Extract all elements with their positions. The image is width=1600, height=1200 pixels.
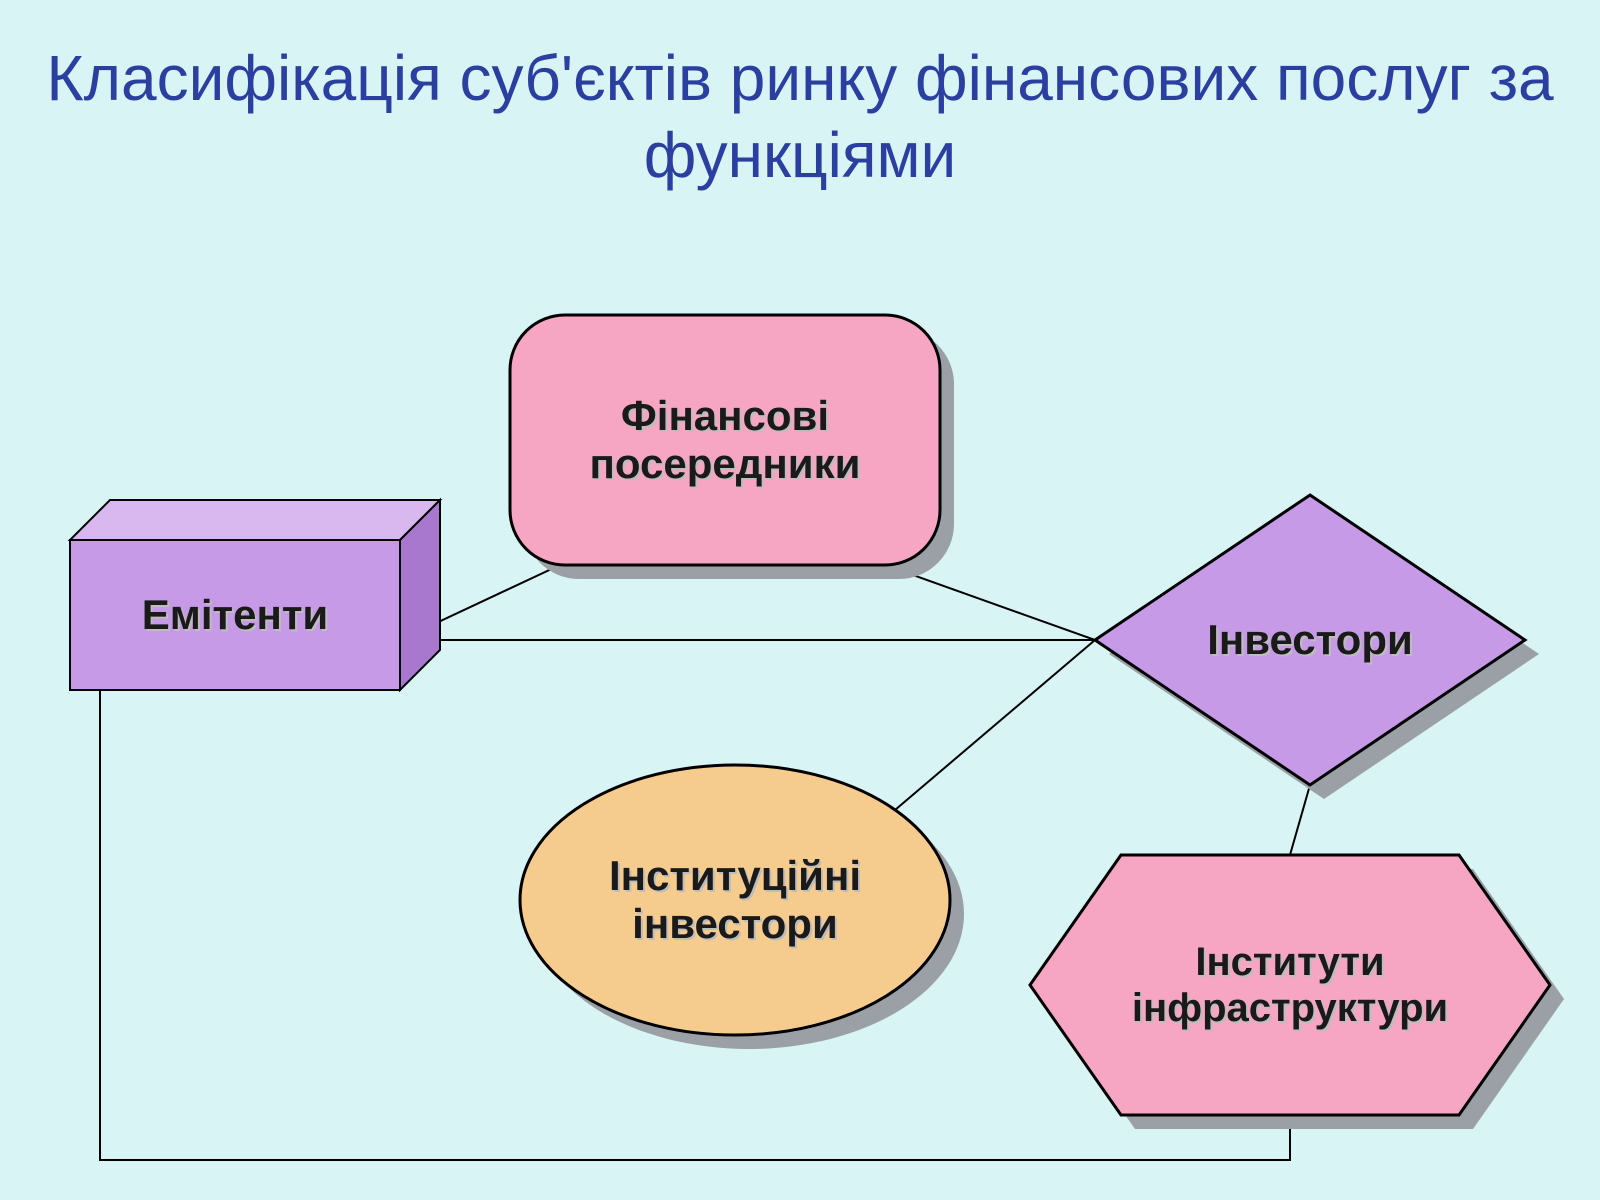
node-label: Інституційніінвестори: [435, 830, 1035, 970]
page-title: Класифікація суб'єктів ринку фінансових …: [0, 40, 1600, 194]
node-label: Емітенти: [0, 545, 535, 685]
node-label: Інститутиінфраструктури: [990, 915, 1590, 1055]
diagram-canvas: Класифікація суб'єктів ринку фінансових …: [0, 0, 1600, 1200]
node-label: Фінансовіпосередники: [425, 370, 1025, 510]
node-label: Інвестори: [1010, 570, 1600, 710]
